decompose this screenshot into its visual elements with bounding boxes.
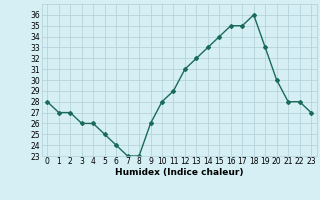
X-axis label: Humidex (Indice chaleur): Humidex (Indice chaleur): [115, 168, 244, 177]
